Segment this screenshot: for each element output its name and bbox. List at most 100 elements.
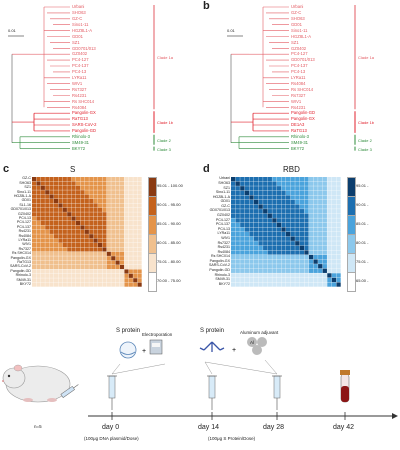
heatmap-d-cell bbox=[253, 245, 259, 251]
heatmap-d-cell bbox=[253, 222, 259, 228]
heatmap-c-cell bbox=[120, 251, 125, 256]
heatmap-c-row-label: BKY72 bbox=[19, 282, 31, 286]
heatmap-d-cell bbox=[235, 209, 240, 214]
heatmap-c-cell bbox=[89, 225, 94, 230]
heatmap-d-row-label: LYRa11 bbox=[217, 231, 230, 236]
heatmap-d-row-label: GD0701/013 bbox=[209, 208, 230, 213]
heatmap-c-cell bbox=[67, 177, 72, 182]
heatmap-d-cell bbox=[322, 273, 327, 278]
heatmap-c-cell bbox=[106, 251, 111, 256]
heatmap-d-cell bbox=[272, 250, 277, 255]
heatmap-d-cell bbox=[235, 195, 240, 200]
heatmap-c-cell bbox=[120, 260, 125, 265]
step2-title: S protein bbox=[200, 328, 225, 334]
heatmap-c-cell bbox=[84, 212, 89, 217]
heatmap-d-cell bbox=[336, 195, 341, 200]
heatmap-d-cell bbox=[322, 181, 327, 186]
heatmap-c-cell bbox=[67, 190, 72, 195]
heatmap-c-cell bbox=[128, 229, 133, 234]
heatmap-d-cell bbox=[304, 250, 309, 255]
heatmap-c-cell bbox=[45, 199, 50, 204]
tree-b-clade-label: Clade 1b bbox=[358, 120, 375, 126]
heatmap-c-cell bbox=[98, 194, 103, 199]
heatmap-c-cell bbox=[54, 221, 59, 226]
heatmap-d-cell bbox=[308, 241, 314, 246]
heatmap-c-cell bbox=[98, 225, 103, 230]
heatmap-d-cell bbox=[272, 186, 277, 191]
heatmap-c-cell bbox=[36, 256, 41, 261]
heatmap-c-cell bbox=[62, 247, 67, 252]
heatmap-c-cell bbox=[71, 203, 76, 208]
heatmap-d-cell bbox=[331, 264, 337, 269]
heatmap-c-cell bbox=[45, 282, 50, 287]
heatmap-c-cell bbox=[93, 251, 98, 256]
heatmap-d-legend-label: 65.00 - bbox=[356, 278, 369, 283]
heatmap-c-cell bbox=[120, 221, 125, 226]
tree-a-leaf-label: SZ1 bbox=[72, 39, 80, 45]
heatmap-d-cell bbox=[322, 222, 327, 228]
heatmap-d-cell bbox=[244, 254, 250, 260]
heatmap-c-cell bbox=[106, 216, 111, 221]
heatmap-c-cell bbox=[120, 177, 125, 182]
heatmap-c-cell bbox=[54, 185, 59, 190]
heatmap-d-cell bbox=[327, 199, 332, 205]
heatmap-c-cell bbox=[84, 216, 89, 221]
heatmap-c-cell bbox=[49, 269, 54, 274]
tree-a-leaf-label: Urbani bbox=[72, 4, 85, 10]
heatmap-d-cell bbox=[331, 268, 337, 273]
heatmap-d-cell bbox=[272, 181, 277, 186]
heatmap-d-cell bbox=[327, 264, 332, 269]
heatmap-c-cell bbox=[93, 273, 98, 278]
heatmap-d-cell bbox=[244, 218, 250, 223]
heatmap-c-row-label: HGZ8L1-A bbox=[13, 194, 31, 198]
tree-a-leaf-label: Rs4084 bbox=[72, 104, 87, 110]
heatmap-c-cell bbox=[120, 203, 125, 208]
heatmap-c-cell bbox=[89, 234, 94, 239]
tree-a-leaf-label: LYRa11 bbox=[72, 75, 87, 80]
heatmap-d-row-label: Rs4084 bbox=[217, 249, 230, 254]
heatmap-c-cell bbox=[67, 234, 72, 239]
heatmap-c-cell bbox=[115, 203, 120, 208]
heatmap-c-cell bbox=[71, 212, 76, 217]
heatmap-c-cell bbox=[137, 243, 142, 248]
heatmap-c-cell bbox=[84, 207, 89, 212]
step2-extra: Aluminum adjuvant bbox=[240, 330, 279, 335]
heatmap-c-cell bbox=[137, 207, 142, 212]
heatmap-c-cell bbox=[93, 256, 98, 261]
heatmap-c-cell bbox=[71, 221, 76, 226]
tree-a-leaf-label: RaTG13 bbox=[72, 116, 88, 122]
heatmap-c-cell bbox=[45, 243, 50, 248]
heatmap-c-cell bbox=[111, 265, 116, 270]
heatmap-c-cell bbox=[128, 203, 133, 208]
heatmap-d-cell bbox=[304, 241, 309, 246]
heatmap-c-cell bbox=[120, 234, 125, 239]
heatmap-c-cell bbox=[89, 181, 94, 186]
heatmap-d-cell bbox=[235, 227, 240, 232]
heatmap-c-cell bbox=[106, 207, 111, 212]
heatmap-d-cell bbox=[318, 273, 323, 278]
heatmap-c-cell bbox=[76, 221, 81, 226]
heatmap-c-legend-swatch bbox=[148, 253, 157, 273]
heatmap-c-cell bbox=[45, 238, 50, 243]
heatmap-d-cell bbox=[308, 222, 314, 228]
heatmap-d-cell bbox=[249, 222, 254, 228]
heatmap-c-cell bbox=[71, 216, 76, 221]
heatmap-c-cell bbox=[128, 278, 133, 283]
heatmap-d-cell bbox=[272, 254, 277, 260]
heatmap-d-cell bbox=[267, 245, 272, 251]
heatmap-d-cell bbox=[313, 190, 318, 196]
heatmap-d-cell bbox=[235, 236, 240, 241]
heatmap-d-cell bbox=[295, 254, 300, 260]
tree-a-leaf-label: Rs SHC014 bbox=[72, 98, 95, 104]
heatmap-c-cell bbox=[36, 181, 41, 186]
heatmap-c-cell bbox=[93, 278, 98, 283]
heatmap-d-cell bbox=[327, 245, 332, 251]
heatmap-d-cell bbox=[295, 277, 300, 283]
heatmap-c-cell bbox=[80, 247, 85, 252]
heatmap-c-cell bbox=[36, 207, 41, 212]
heatmap-d-cell bbox=[331, 204, 337, 209]
heatmap-d-cell bbox=[258, 222, 263, 228]
heatmap-d-row-label: PC4-137 bbox=[215, 222, 230, 227]
heatmap-d-cell bbox=[308, 282, 314, 287]
heatmap-d-cell bbox=[286, 264, 291, 269]
